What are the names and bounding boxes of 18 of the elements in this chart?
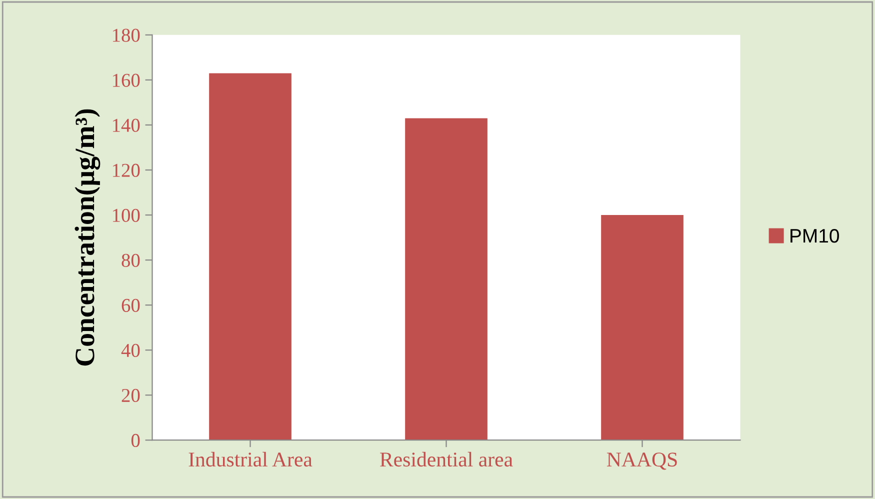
x-tick-label: NAAQS bbox=[606, 452, 677, 470]
y-tick-label: 80 bbox=[122, 254, 140, 267]
legend-label: PM10 bbox=[790, 228, 839, 243]
y-tick-label: 120 bbox=[112, 164, 140, 177]
bar bbox=[601, 215, 684, 440]
y-tick-label: 0 bbox=[131, 434, 140, 448]
y-tick-label: 20 bbox=[122, 388, 140, 402]
y-tick-label: 100 bbox=[112, 208, 140, 222]
y-tick-label: 40 bbox=[121, 344, 140, 358]
y-tick-label: 60 bbox=[122, 298, 140, 312]
y-tick-label: 140 bbox=[112, 118, 140, 132]
y-axis-title: Concentration(µg/m³) bbox=[74, 109, 100, 366]
bar bbox=[405, 118, 488, 440]
y-tick-label: 160 bbox=[112, 74, 140, 87]
y-tick-label: 180 bbox=[112, 28, 140, 42]
x-tick-label: Industrial Area bbox=[188, 452, 312, 467]
bar bbox=[209, 73, 292, 440]
x-tick-label: Residential area bbox=[380, 452, 513, 467]
